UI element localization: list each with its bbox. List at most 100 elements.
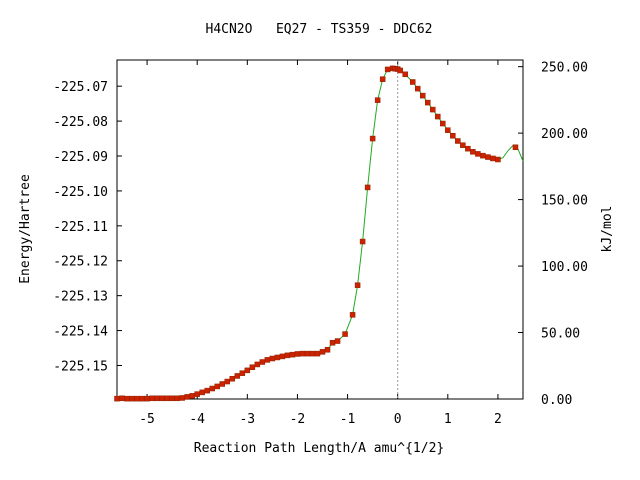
data-point (124, 395, 130, 402)
plot-frame (116, 59, 524, 400)
data-point (174, 395, 180, 402)
data-point (409, 79, 416, 85)
data-point (204, 387, 210, 394)
data-point (169, 395, 175, 402)
data-point (189, 393, 195, 399)
x-tick-label: -4 (189, 412, 205, 427)
x-tick-label: 1 (444, 412, 452, 427)
data-point (460, 142, 466, 148)
data-point (359, 238, 366, 245)
data-point (475, 151, 481, 157)
data-point (319, 349, 326, 355)
data-point (342, 331, 348, 337)
data-point (402, 71, 408, 78)
data-point (214, 383, 220, 390)
data-point (259, 359, 266, 365)
y-tick-label-left: -225.10 (53, 185, 108, 200)
data-point (480, 152, 486, 159)
data-point (490, 155, 496, 162)
data-point (154, 395, 160, 402)
data-point (495, 156, 501, 163)
data-point (199, 389, 205, 396)
data-point (455, 138, 461, 144)
y-tick-label-right: 50.00 (541, 327, 580, 342)
data-point (299, 350, 306, 357)
data-point (139, 395, 145, 402)
data-point (209, 385, 215, 392)
data-point (269, 355, 276, 362)
data-point (425, 99, 431, 106)
data-point (304, 350, 311, 357)
data-point (324, 347, 331, 353)
data-point (485, 154, 491, 160)
data-point (114, 395, 120, 402)
x-axis-label: Reaction Path Length/A amu^{1/2} (194, 441, 444, 456)
data-point (159, 395, 165, 402)
data-point (264, 357, 271, 363)
data-point (229, 376, 236, 382)
y-tick-label-left: -225.08 (53, 115, 108, 130)
data-point (512, 144, 519, 151)
data-point (414, 85, 421, 92)
y-tick-label-left: -225.11 (53, 220, 108, 235)
y-tick-label-left: -225.09 (53, 150, 108, 165)
data-point (379, 76, 386, 82)
y-tick-label-right: 250.00 (541, 61, 588, 76)
data-point (184, 394, 190, 400)
data-point (194, 391, 200, 397)
data-point (284, 352, 291, 359)
data-point (249, 364, 256, 370)
data-point (309, 350, 316, 357)
data-point (254, 361, 261, 368)
y-tick-label-right: 150.00 (541, 194, 588, 209)
data-point (354, 282, 361, 288)
data-point (234, 373, 241, 379)
data-point (349, 312, 356, 318)
y-tick-label-left: -225.13 (53, 290, 108, 305)
data-point (384, 66, 391, 73)
energy-curve (116, 67, 524, 400)
data-point (129, 395, 135, 402)
data-point (244, 367, 251, 374)
data-point (329, 340, 336, 346)
y-tick-label-right: 100.00 (541, 260, 588, 275)
y-tick-label-right: 200.00 (541, 127, 588, 142)
data-point (164, 395, 170, 402)
y-tick-label-left: -225.12 (53, 255, 108, 270)
data-point (397, 67, 403, 74)
y-tick-label-right: 0.00 (541, 393, 572, 408)
data-point (435, 113, 441, 120)
y-axis-label-left: Energy/Hartree (18, 174, 33, 284)
data-point (470, 149, 476, 155)
x-tick-label: -5 (139, 412, 155, 427)
data-point (374, 97, 381, 103)
data-point (274, 354, 281, 361)
y-tick-label-left: -225.15 (53, 359, 108, 374)
x-tick-label: -2 (290, 412, 306, 427)
data-point (289, 351, 296, 358)
y-tick-label-left: -225.07 (53, 80, 108, 95)
data-point (279, 353, 286, 360)
y-tick-label-left: -225.14 (53, 325, 108, 340)
data-point (119, 395, 125, 402)
x-tick-label: 2 (494, 412, 502, 427)
data-point (219, 381, 226, 387)
data-point (294, 351, 301, 357)
data-point (239, 370, 246, 376)
data-point (224, 378, 231, 385)
data-point (149, 395, 155, 402)
data-point (179, 395, 185, 401)
x-tick-label: -3 (239, 412, 255, 427)
x-tick-label: -1 (340, 412, 356, 427)
data-point (314, 350, 321, 357)
data-point (445, 127, 451, 133)
data-point (334, 338, 341, 344)
data-point (134, 395, 140, 402)
data-point (440, 120, 446, 127)
data-point (144, 395, 150, 402)
x-tick-label: 0 (394, 412, 402, 427)
data-point (420, 92, 426, 99)
data-point (465, 145, 471, 152)
data-point (364, 184, 371, 191)
